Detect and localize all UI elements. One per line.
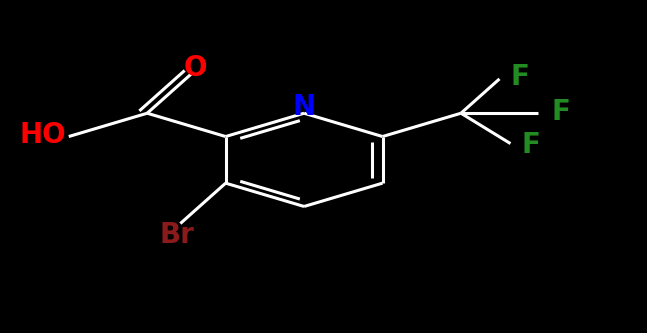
Text: Br: Br (160, 221, 195, 249)
Text: O: O (184, 54, 208, 82)
Text: F: F (510, 63, 530, 91)
Text: N: N (292, 93, 316, 121)
Text: F: F (521, 131, 541, 159)
Text: HO: HO (19, 121, 66, 149)
Text: F: F (551, 98, 570, 126)
